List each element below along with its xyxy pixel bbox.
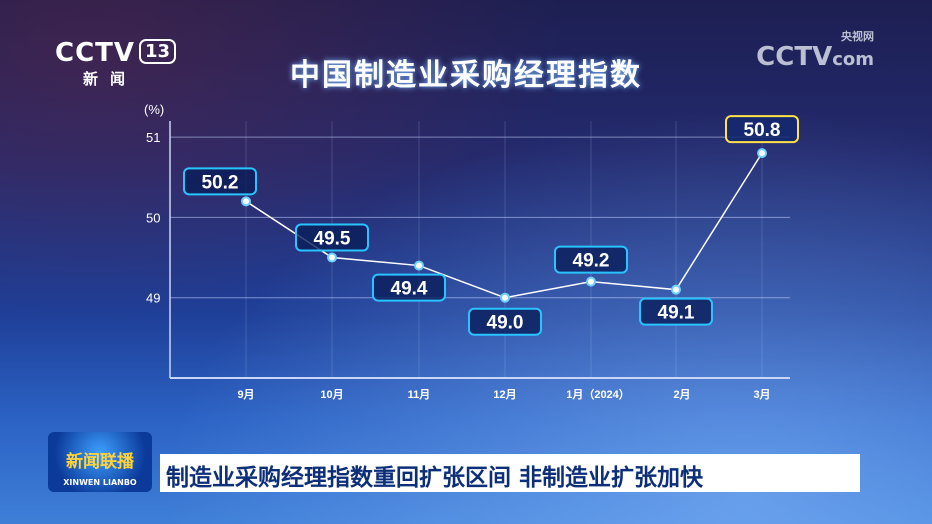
data-label: 50.2 <box>202 172 239 193</box>
y-tick-label: 50 <box>146 210 160 225</box>
chart-title: 中国制造业采购经理指数 <box>290 58 642 93</box>
data-label: 49.4 <box>391 279 428 300</box>
x-tick-label: 11月 <box>408 388 431 401</box>
data-label: 49.1 <box>658 303 695 324</box>
x-tick-label: 1月（2024） <box>566 388 630 401</box>
data-point <box>241 196 251 207</box>
data-label: 49.2 <box>573 251 610 272</box>
watermark-domain: com <box>832 49 874 70</box>
data-point <box>327 252 337 263</box>
data-point <box>414 260 424 271</box>
headline-bar: 制造业采购经理指数重回扩张区间 非制造业扩张加快 <box>160 454 860 492</box>
watermark-brand: CCTV <box>756 42 833 72</box>
data-point <box>586 276 596 287</box>
x-tick-label: 9月 <box>237 388 254 401</box>
data-point <box>671 284 681 295</box>
logo-channel: 13 <box>139 39 177 64</box>
y-unit-label: (%) <box>144 102 164 117</box>
x-tick-label: 10月 <box>320 388 343 401</box>
cctv13-logo: CCTV 13 新闻 <box>55 38 177 89</box>
xinwen-lianbo-logo: 新闻联播 XINWEN LIANBO <box>48 432 152 492</box>
data-label-box <box>295 223 369 252</box>
logo-subtitle: 新闻 <box>83 70 138 88</box>
data-label-box <box>639 297 713 326</box>
program-pinyin: XINWEN LIANBO <box>63 478 137 487</box>
y-tick-label: 49 <box>146 291 160 306</box>
data-label-box <box>468 307 542 336</box>
x-tick-label: 2月 <box>673 388 690 401</box>
data-point <box>500 292 510 303</box>
cctv-com-watermark: 央视网 CCTVcom <box>756 30 874 74</box>
x-tick-label: 3月 <box>753 388 770 401</box>
data-label-box <box>554 245 628 274</box>
data-label-box <box>372 273 446 302</box>
data-label: 49.5 <box>314 229 351 250</box>
y-tick-label: 51 <box>146 130 160 145</box>
program-name: 新闻联播 <box>66 452 134 472</box>
data-label-box <box>725 115 799 144</box>
data-label: 50.8 <box>744 120 781 141</box>
data-point <box>757 148 767 159</box>
data-label: 49.0 <box>487 313 524 334</box>
watermark-label: 央视网 <box>841 30 874 43</box>
data-label-box <box>183 167 257 196</box>
headline-text: 制造业采购经理指数重回扩张区间 非制造业扩张加快 <box>166 465 704 491</box>
watermark-row: CCTVcom <box>756 43 874 74</box>
x-tick-label: 12月 <box>493 388 516 401</box>
logo-brand: CCTV <box>55 38 136 68</box>
